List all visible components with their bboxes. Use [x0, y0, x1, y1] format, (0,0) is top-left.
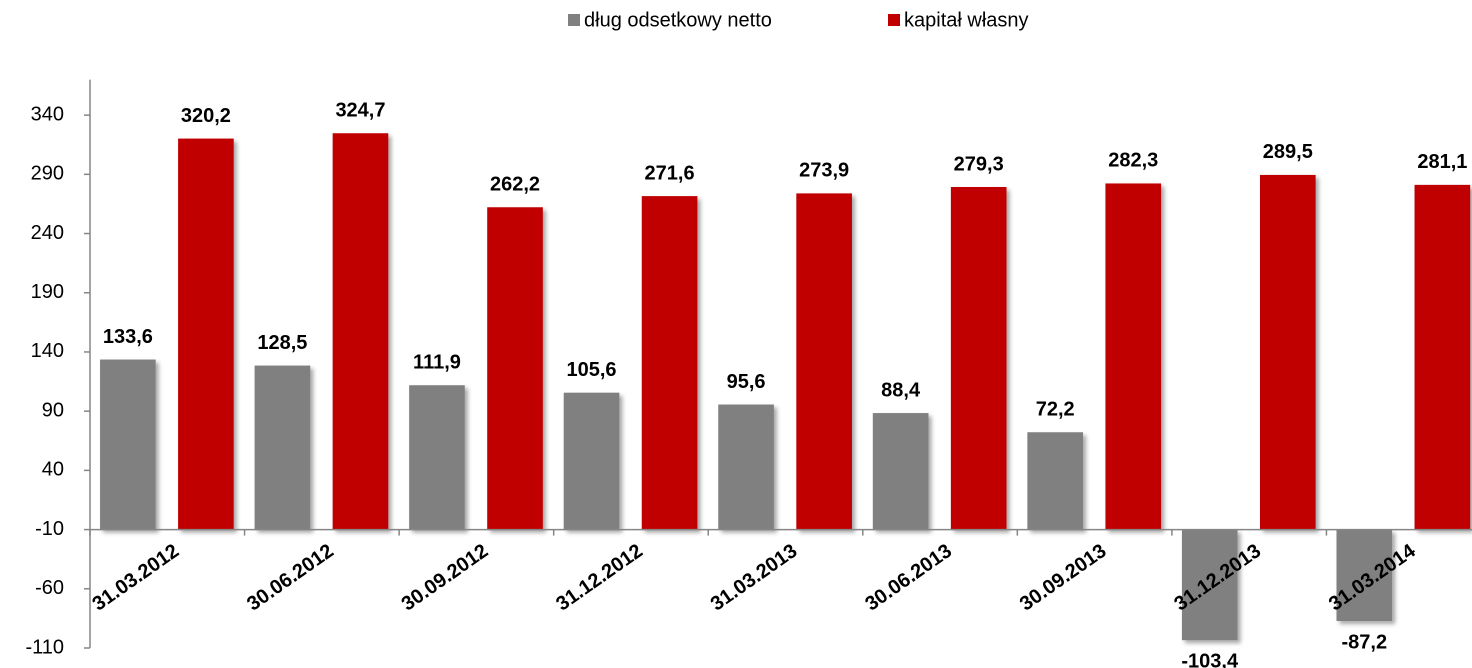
y-tick-label: 290 [31, 163, 64, 185]
x-tick-label: 31.03.2012 [89, 540, 184, 615]
y-tick-label: 140 [31, 340, 64, 362]
value-label: 282,3 [1108, 150, 1158, 172]
value-label: 289,5 [1263, 141, 1313, 163]
bar [332, 133, 389, 530]
value-label: 88,4 [881, 379, 921, 401]
value-label: 72,2 [1036, 399, 1075, 421]
bar [1259, 174, 1316, 530]
value-label: 281,1 [1417, 151, 1467, 173]
bar [796, 193, 852, 530]
x-tick-label: 31.12.2012 [552, 540, 647, 615]
bar [1181, 529, 1238, 641]
legend-swatch [888, 14, 900, 26]
y-tick-label: 90 [42, 399, 64, 421]
bar [872, 413, 929, 530]
bar [487, 207, 543, 530]
bar [409, 385, 465, 530]
legend-label: kapitał własny [904, 9, 1029, 31]
bar [1105, 183, 1162, 530]
bar [1027, 432, 1084, 530]
value-label: 128,5 [257, 332, 307, 354]
y-tick-label: -110 [25, 636, 64, 658]
value-label: 111,9 [413, 352, 461, 374]
legend-label: dług odsetkowy netto [584, 9, 772, 31]
value-label: 262,2 [490, 174, 540, 196]
y-tick-label: -60 [35, 577, 64, 599]
bar [950, 187, 1007, 530]
value-label: 320,2 [181, 105, 231, 127]
value-label: 279,3 [954, 153, 1004, 175]
y-tick-label: 340 [31, 103, 64, 125]
value-label: 133,6 [103, 326, 153, 348]
value-label: 324,7 [335, 100, 385, 122]
x-tick-label: 30.06.2013 [861, 540, 956, 615]
x-tick-label: 31.03.2013 [707, 540, 802, 615]
value-label: 271,6 [645, 162, 695, 184]
bar [718, 404, 774, 530]
y-tick-label: 40 [42, 459, 64, 481]
y-tick-label: 240 [31, 222, 64, 244]
x-tick-label: 30.09.2012 [398, 540, 493, 615]
bar [1336, 529, 1393, 622]
value-label: 273,9 [799, 160, 849, 182]
value-label: 95,6 [727, 371, 766, 393]
bar [641, 196, 698, 530]
y-tick-label: 190 [31, 281, 64, 303]
value-label: -87,2 [1342, 631, 1388, 653]
value-label: 105,6 [567, 359, 617, 381]
bar [563, 392, 620, 530]
y-tick-label: -10 [35, 518, 64, 540]
legend-swatch [568, 14, 580, 26]
x-tick-label: 30.06.2012 [243, 540, 338, 615]
bar [178, 138, 234, 530]
bar [1414, 184, 1471, 530]
bar [254, 365, 311, 530]
value-label: -103,4 [1181, 650, 1239, 668]
bar [100, 359, 156, 530]
x-tick-label: 30.09.2013 [1016, 540, 1111, 615]
